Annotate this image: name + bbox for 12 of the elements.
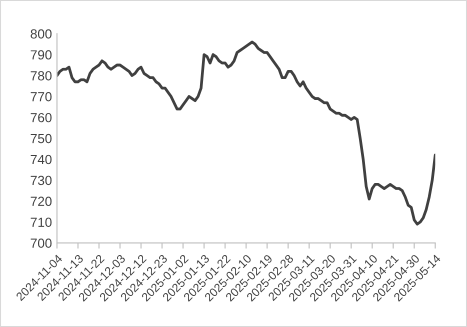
y-tick-label: 800 (30, 29, 52, 39)
y-tick-label: 770 (30, 92, 52, 102)
line-series (56, 40, 436, 226)
y-tick-label: 700 (30, 238, 52, 248)
y-tick-label: 710 (30, 218, 52, 227)
y-tick-label: 760 (30, 112, 52, 122)
y-tick-label: 750 (30, 134, 52, 144)
y-tick-label: 780 (30, 71, 52, 80)
y-tick-label: 720 (30, 196, 52, 206)
y-tick-label: 790 (30, 50, 52, 60)
y-tick-label: 740 (30, 154, 52, 164)
y-tick-label: 730 (30, 176, 52, 186)
